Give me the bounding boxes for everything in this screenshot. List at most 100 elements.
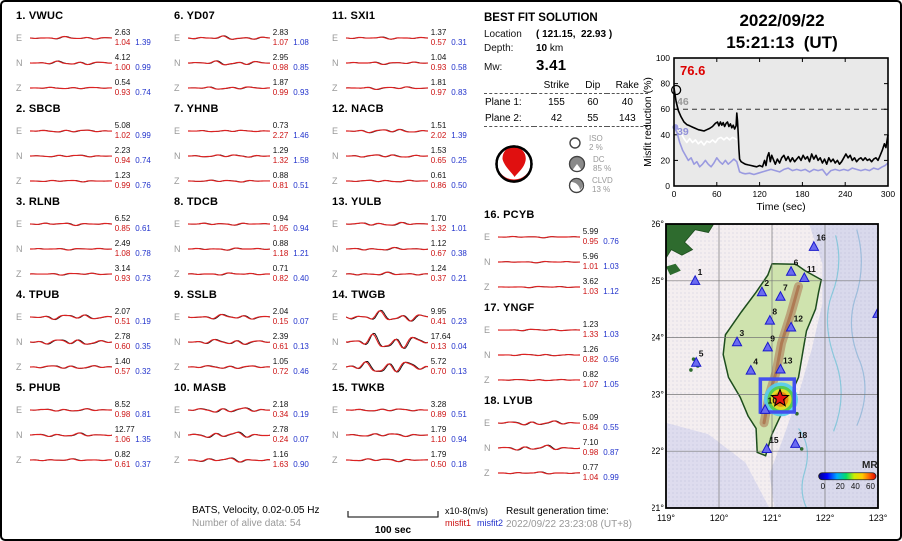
component-row-TDCB-Z: Z 0.71 0.82 0.40 (174, 261, 326, 286)
waveform-trace (187, 59, 270, 65)
component-row-NACB-E: E 1.51 2.02 1.39 (332, 118, 484, 143)
svg-text:121°: 121° (763, 513, 782, 523)
amplitude-value: 1.04 (430, 53, 447, 62)
component-row-YD07-Z: Z 1.87 0.99 0.93 (174, 75, 326, 100)
component-label: Z (174, 454, 180, 465)
component-label: N (16, 150, 23, 161)
misfit1-value: 1.10 (430, 434, 447, 444)
amplitude-value: 5.72 (430, 357, 447, 366)
waveform-trace (29, 431, 112, 437)
svg-text:5: 5 (699, 349, 704, 359)
component-row-TWGB-N: N 17.64 0.13 0.04 (332, 329, 484, 354)
misfit2-value: 0.32 (135, 366, 151, 376)
misfit1-value: 0.24 (272, 434, 289, 444)
svg-text:11: 11 (807, 264, 816, 274)
component-row-SBCB-N: N 2.23 0.94 0.74 (16, 143, 168, 168)
waveform-trace (29, 272, 112, 276)
amplitude-value: 1.29 (272, 146, 289, 155)
misfit1-value: 1.18 (272, 248, 289, 258)
depth-value: 10 (536, 43, 548, 54)
component-row-RLNB-E: E 6.52 0.85 0.61 (16, 211, 168, 236)
svg-text:0: 0 (665, 181, 670, 191)
misfit1-value: 0.57 (114, 366, 131, 376)
station-title: 8. TDCB (174, 196, 219, 208)
waveform-trace (497, 328, 580, 331)
misfit1-value: 0.67 (430, 248, 447, 258)
misfit1-value: 0.34 (272, 409, 289, 419)
misfit2-value: 0.93 (293, 87, 309, 97)
svg-text:21°: 21° (652, 503, 664, 513)
svg-text:60: 60 (712, 189, 722, 199)
misfit1-value: 2.27 (272, 130, 289, 140)
depth-label: Depth: (484, 43, 514, 54)
waveform-trace (497, 235, 580, 238)
waveform-trace (187, 129, 270, 132)
component-row-PHUB-N: N 12.77 1.06 1.35 (16, 422, 168, 447)
misfit2-value: 0.94 (451, 434, 467, 444)
svg-text:20: 20 (836, 482, 845, 491)
svg-text:80: 80 (661, 79, 671, 89)
misfit1-value: 0.37 (430, 273, 447, 283)
station-panel-RLNB: 3. RLNB E 6.52 0.85 0.61 N 2.49 1.08 0.78 Z 3.14 0.… (16, 196, 168, 286)
component-row-YD07-E: E 2.83 1.07 1.08 (174, 25, 326, 50)
mw-row: Mw: 3.41 (484, 57, 648, 74)
misfit1-value: 0.93 (114, 87, 131, 97)
waveform-trace (345, 128, 428, 133)
bandpass-info: BATS, Velocity, 0.02-0.05 Hz (192, 505, 320, 516)
waveform-trace (187, 247, 270, 251)
misfit-series-misfit2 (673, 126, 889, 176)
map-station-triangle-18 (789, 437, 801, 448)
annotation-39: 39 (677, 126, 689, 138)
svg-text:240: 240 (838, 189, 852, 199)
misfit2-value: 1.12 (603, 286, 619, 296)
waveform-trace (345, 246, 428, 250)
component-label: Z (16, 361, 22, 372)
component-label: E (174, 311, 181, 322)
amplitude-value: 0.88 (272, 171, 289, 180)
misfit2-value: 0.87 (603, 447, 619, 457)
component-row-PCYB-N: N 5.96 1.01 1.03 (484, 249, 636, 274)
component-label: E (174, 218, 181, 229)
component-label: Z (332, 268, 338, 279)
amplitude-value: 3.14 (114, 264, 131, 273)
amplitude-value: 2.78 (272, 425, 289, 434)
misfit2-value: 0.74 (135, 155, 151, 165)
component-label: E (16, 311, 23, 322)
component-row-YD07-N: N 2.95 0.98 0.85 (174, 50, 326, 75)
component-row-SBCB-E: E 5.08 1.02 0.99 (16, 118, 168, 143)
component-row-MASB-Z: Z 1.16 1.63 0.90 (174, 447, 326, 472)
misfit1-value: 0.98 (582, 447, 599, 457)
component-label: N (332, 150, 339, 161)
svg-text:0: 0 (672, 189, 677, 199)
col-rake: Rake (606, 77, 648, 94)
component-label: E (484, 417, 491, 428)
map-station-triangle-10 (759, 403, 771, 414)
clvd-ball-icon (568, 177, 585, 193)
waveform-trace (187, 338, 270, 345)
annotation-46: 46 (677, 96, 689, 108)
amplitude-value: 6.52 (114, 214, 131, 223)
waveform-trace (187, 222, 270, 226)
svg-text:25°: 25° (652, 276, 664, 286)
amplitude-value: 1.23 (114, 171, 131, 180)
waveform-trace (345, 85, 428, 90)
component-label: N (16, 243, 23, 254)
nodal-planes-table: Strike Dip Rake Plane 1: 155 60 40 Plane… (484, 77, 648, 127)
component-row-YHNB-Z: Z 0.88 0.81 0.51 (174, 168, 326, 193)
component-label: Z (174, 268, 180, 279)
scale-bar-line (347, 511, 439, 518)
waveform-trace (29, 35, 112, 40)
amplitude-value: 1.16 (272, 450, 289, 459)
svg-text:3: 3 (740, 328, 745, 338)
misfit2-value: 0.85 (293, 62, 309, 72)
station-panel-TDCB: 8. TDCB E 0.94 1.05 0.94 N 0.88 1.18 1.21 Z 0.71 0.… (174, 196, 326, 286)
component-row-VWUC-Z: Z 0.54 0.93 0.74 (16, 75, 168, 100)
amplitude-value: 1.40 (114, 357, 131, 366)
component-row-YULB-E: E 1.70 1.32 1.01 (332, 211, 484, 236)
waveform-trace (345, 309, 428, 322)
misfit1-value: 0.13 (430, 341, 447, 351)
station-panel-YD07: 6. YD07 E 2.83 1.07 1.08 N 2.95 0.98 0.85 Z 1.87 0.… (174, 10, 326, 100)
misfit1-value: 0.97 (430, 87, 447, 97)
component-row-RLNB-N: N 2.49 1.08 0.78 (16, 236, 168, 261)
